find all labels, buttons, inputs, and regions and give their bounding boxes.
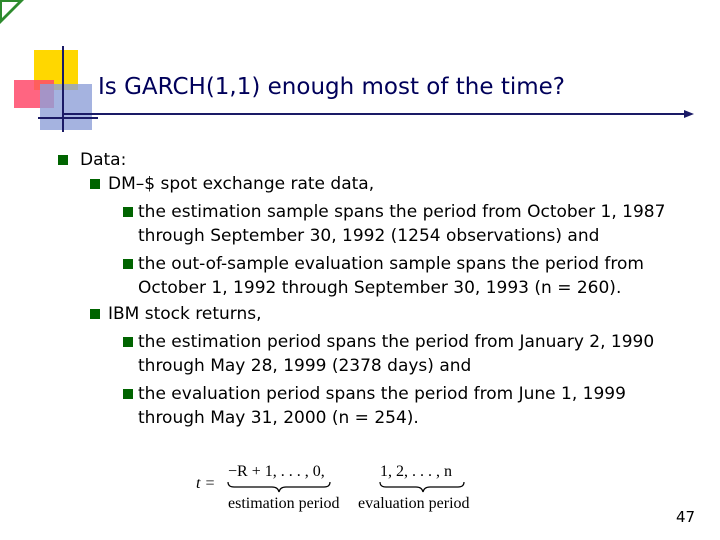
corner-triangle-inner — [2, 2, 18, 18]
square-bullet-icon — [123, 389, 133, 399]
bullet-dm-estimation-text: the estimation sample spans the period f… — [138, 202, 666, 246]
bullet-ibm-estimation: the estimation period spans the period f… — [0, 330, 680, 378]
bullet-dm-data: DM–$ spot exchange rate data, — [0, 172, 720, 196]
title-underline — [64, 113, 686, 115]
bullet-ibm-estimation-text: the estimation period spans the period f… — [138, 332, 655, 376]
bullet-ibm-evaluation: the evaluation period spans the period f… — [0, 382, 680, 430]
formula-evaluation-label: evaluation period — [358, 495, 470, 512]
formula-evaluation-range: 1, 2, . . . , n — [380, 463, 452, 480]
slide-title: Is GARCH(1,1) enough most of the time? — [98, 74, 566, 100]
bullet-dm-text: DM–$ spot exchange rate data, — [108, 174, 375, 194]
bullet-ibm-data: IBM stock returns, — [0, 302, 720, 326]
square-bullet-icon — [90, 309, 100, 319]
vertical-rule-decoration — [62, 46, 64, 132]
formula-estimation-range: −R + 1, . . . , 0, — [228, 463, 325, 480]
square-bullet-icon — [123, 207, 133, 217]
arrowhead-icon — [684, 110, 694, 118]
estimation-underbrace-icon — [227, 481, 331, 493]
horizontal-rule-decoration — [38, 117, 98, 119]
bullet-data: Data: — [0, 148, 720, 172]
bullet-ibm-evaluation-text: the evaluation period spans the period f… — [138, 384, 626, 428]
square-bullet-icon — [58, 155, 68, 165]
bullet-dm-estimation: the estimation sample spans the period f… — [0, 200, 680, 248]
square-bullet-icon — [90, 179, 100, 189]
square-bullet-icon — [123, 259, 133, 269]
page-number: 47 — [676, 508, 696, 526]
bullet-dm-evaluation: the out-of-sample evaluation sample span… — [0, 252, 680, 300]
evaluation-underbrace-icon — [379, 481, 465, 493]
time-index-formula: t = −R + 1, . . . , 0, 1, 2, . . . , n e… — [196, 463, 470, 512]
formula-estimation-label: estimation period — [228, 495, 340, 512]
bullet-ibm-text: IBM stock returns, — [108, 304, 262, 324]
formula-lhs: t = — [196, 475, 215, 492]
square-bullet-icon — [123, 337, 133, 347]
bullet-dm-evaluation-text: the out-of-sample evaluation sample span… — [138, 254, 644, 298]
blue-square-decoration — [40, 84, 92, 130]
slide-body: Data: DM–$ spot exchange rate data, the … — [0, 148, 720, 432]
bullet-data-text: Data: — [80, 150, 127, 170]
